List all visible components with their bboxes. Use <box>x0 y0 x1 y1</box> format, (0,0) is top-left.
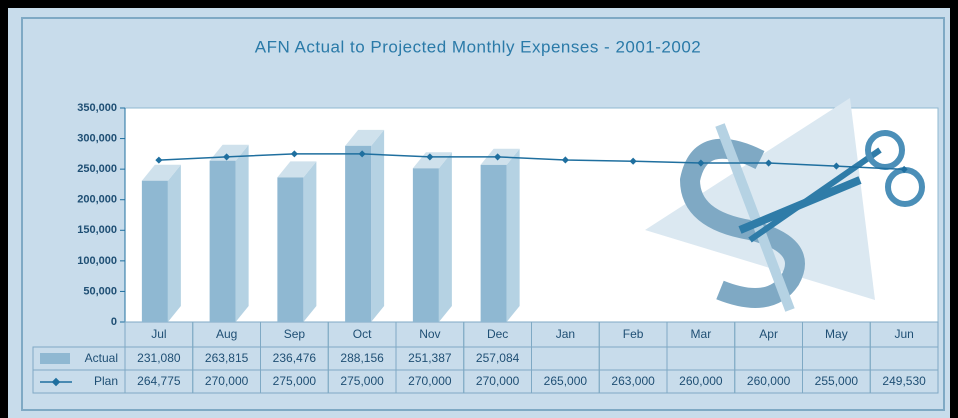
x-tick-label: Feb <box>623 327 644 341</box>
chart-title: AFN Actual to Projected Monthly Expenses… <box>255 37 702 56</box>
x-tick-label: Aug <box>216 327 237 341</box>
x-tick-label: Sep <box>284 327 306 341</box>
table-value: 270,000 <box>205 374 249 388</box>
plan-line <box>158 153 905 171</box>
plan-marker <box>358 150 366 158</box>
legend-swatch <box>40 353 70 364</box>
bar <box>277 177 304 322</box>
y-tick-label: 100,000 <box>77 255 117 267</box>
table-cell <box>869 321 939 394</box>
table-value: 263,000 <box>611 374 655 388</box>
plan-marker <box>494 153 502 161</box>
table-value: 265,000 <box>544 374 588 388</box>
legend-label: Actual <box>85 351 118 365</box>
x-tick-label: Jun <box>894 327 913 341</box>
bar <box>345 145 372 322</box>
bar-side <box>167 164 181 322</box>
plan-marker <box>629 157 637 165</box>
table-value: 264,775 <box>137 374 181 388</box>
table-value: 260,000 <box>679 374 723 388</box>
x-tick-label: Dec <box>487 327 508 341</box>
table-value: 255,000 <box>815 374 859 388</box>
y-tick-label: 50,000 <box>83 285 117 297</box>
plan-marker <box>765 159 773 167</box>
plan-marker <box>290 150 298 158</box>
legend-marker <box>51 377 61 387</box>
panel-border <box>21 17 945 411</box>
table-value: 260,000 <box>747 374 791 388</box>
bar-side <box>235 144 249 322</box>
y-tick-label: 350,000 <box>77 102 117 114</box>
table-value: 270,000 <box>476 374 520 388</box>
bar <box>412 168 439 322</box>
clip-art <box>645 98 925 312</box>
x-tick-label: Apr <box>759 327 778 341</box>
y-tick-label: 0 <box>111 316 117 328</box>
plan-marker <box>155 156 163 164</box>
x-tick-label: Oct <box>353 327 372 341</box>
bar <box>141 180 168 322</box>
plan-marker <box>426 153 434 161</box>
bar-side <box>303 161 317 322</box>
table-value: 270,000 <box>408 374 452 388</box>
table-value: 257,084 <box>476 351 520 365</box>
bar <box>209 160 236 322</box>
x-tick-label: Mar <box>691 327 712 341</box>
y-tick-label: 250,000 <box>77 163 117 175</box>
table-legend-cell <box>32 346 126 394</box>
table-value: 249,530 <box>882 374 926 388</box>
y-tick-label: 300,000 <box>77 132 117 144</box>
table-value: 236,476 <box>273 351 317 365</box>
legend-label: Plan <box>94 374 118 388</box>
table-value: 231,080 <box>137 351 181 365</box>
table-value: 263,815 <box>205 351 249 365</box>
x-tick-label: Jan <box>556 327 575 341</box>
table-value: 275,000 <box>273 374 317 388</box>
table-value: 288,156 <box>340 351 384 365</box>
table-value: 275,000 <box>340 374 384 388</box>
bar-top <box>141 164 181 181</box>
plan-marker <box>561 156 569 164</box>
bar-side <box>371 129 385 322</box>
bar <box>480 164 507 322</box>
y-tick-label: 150,000 <box>77 224 117 236</box>
y-tick-label: 200,000 <box>77 194 117 206</box>
x-tick-label: May <box>825 327 848 341</box>
bar-side <box>506 148 520 322</box>
plan-marker <box>697 159 705 167</box>
bar-side <box>438 152 452 322</box>
bar-top <box>345 129 385 146</box>
table-value: 251,387 <box>408 351 452 365</box>
x-tick-label: Nov <box>419 327 440 341</box>
plan-marker <box>223 153 231 161</box>
x-tick-label: Jul <box>151 327 166 341</box>
plan-marker <box>900 165 908 173</box>
plan-marker <box>832 162 840 170</box>
bar-top <box>277 161 317 178</box>
